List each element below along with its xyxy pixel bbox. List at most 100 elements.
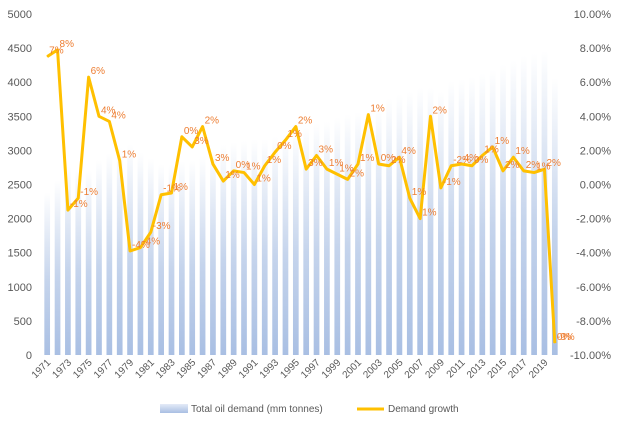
bar-2013 bbox=[479, 73, 486, 355]
demand-growth-point-2006 bbox=[409, 197, 411, 199]
x-tick-label-1979: 1979 bbox=[113, 357, 137, 381]
data-label: 0% bbox=[277, 141, 292, 152]
x-tick-label-1975: 1975 bbox=[71, 357, 95, 381]
y-right-tick-label: -6.00% bbox=[576, 282, 611, 294]
x-tick-label-1997: 1997 bbox=[299, 357, 323, 381]
data-label: 2% bbox=[350, 168, 365, 179]
bar-2010 bbox=[448, 80, 455, 355]
bar-1993 bbox=[272, 136, 278, 355]
y-right-tick-label: 2.00% bbox=[580, 145, 611, 157]
bar-1982 bbox=[158, 164, 164, 355]
x-tick-label-1983: 1983 bbox=[154, 357, 178, 381]
demand-growth-point-2000 bbox=[347, 178, 349, 180]
demand-growth-line bbox=[46, 48, 557, 344]
demand-growth-point-1979 bbox=[129, 250, 131, 252]
demand-growth-point-1971 bbox=[46, 56, 48, 58]
x-tick-label-1991: 1991 bbox=[237, 357, 261, 381]
y-left-tick-label: 2500 bbox=[8, 180, 32, 192]
demand-growth-point-2008 bbox=[430, 115, 431, 117]
demand-growth-point-2014 bbox=[492, 146, 494, 148]
y-left-tick-label: 3500 bbox=[8, 111, 32, 123]
demand-growth-point-1981 bbox=[150, 231, 152, 233]
bar-1983 bbox=[168, 164, 175, 355]
x-tick-label-2017: 2017 bbox=[506, 357, 530, 381]
x-tick-label-1973: 1973 bbox=[51, 357, 75, 381]
demand-growth-point-1973 bbox=[67, 209, 69, 211]
data-label: 7% bbox=[49, 46, 64, 57]
legend-label-demand-growth: Demand growth bbox=[388, 404, 459, 415]
demand-growth-point-1997 bbox=[316, 155, 318, 157]
data-label: -1% bbox=[70, 199, 88, 210]
bar-1997 bbox=[313, 123, 320, 356]
data-label: 0% bbox=[474, 155, 489, 166]
demand-growth-point-2005 bbox=[398, 156, 400, 158]
bar-1977 bbox=[106, 153, 113, 355]
bar-1980 bbox=[137, 152, 144, 355]
demand-growth-point-2019 bbox=[543, 168, 545, 170]
demand-growth-point-1978 bbox=[119, 160, 121, 162]
data-label: 1% bbox=[515, 146, 530, 157]
bar-1971 bbox=[44, 192, 51, 355]
x-tick-label-2003: 2003 bbox=[361, 357, 385, 381]
bar-1991 bbox=[251, 139, 258, 355]
bar-2020 bbox=[551, 78, 558, 356]
data-label: 1% bbox=[360, 153, 375, 164]
demand-growth-point-1999 bbox=[336, 173, 338, 175]
data-label: 1% bbox=[287, 129, 302, 140]
data-label: 0% bbox=[184, 126, 199, 137]
data-label: 0% bbox=[557, 332, 572, 343]
demand-growth-point-1976 bbox=[98, 115, 100, 117]
demand-growth-point-2007 bbox=[419, 218, 421, 220]
x-tick-label-1999: 1999 bbox=[320, 357, 344, 381]
bar-2003 bbox=[375, 108, 382, 355]
data-label: 0% bbox=[236, 160, 251, 171]
bar-1984 bbox=[179, 161, 185, 355]
data-label: 1% bbox=[174, 182, 189, 193]
x-tick-label-1995: 1995 bbox=[278, 357, 302, 381]
y-left-tick-label: 5000 bbox=[8, 9, 32, 21]
x-tick-label-2009: 2009 bbox=[423, 357, 447, 381]
legend-swatch-total-oil-demand bbox=[160, 404, 188, 413]
bar-1992 bbox=[261, 139, 268, 355]
x-tick-label-1989: 1989 bbox=[216, 357, 240, 381]
y-left-tick-label: 3000 bbox=[8, 145, 32, 157]
demand-growth-point-1985 bbox=[191, 146, 193, 148]
y-left-tick-label: 1500 bbox=[8, 248, 32, 260]
bar-1985 bbox=[189, 160, 196, 355]
demand-growth-point-2001 bbox=[357, 163, 359, 165]
x-tick-label-2013: 2013 bbox=[465, 357, 489, 381]
demand-growth-point-2004 bbox=[388, 165, 390, 167]
bar-1995 bbox=[292, 131, 299, 355]
y-left-tick-label: 1000 bbox=[8, 282, 32, 294]
data-label: 2% bbox=[505, 160, 520, 171]
x-tick-label-1993: 1993 bbox=[258, 357, 282, 381]
y-right-tick-label: -8.00% bbox=[576, 316, 611, 328]
demand-growth-point-2011 bbox=[461, 163, 463, 165]
demand-growth-point-2009 bbox=[440, 187, 442, 189]
bar-2002 bbox=[365, 110, 372, 355]
demand-growth-point-1994 bbox=[284, 139, 286, 141]
x-tick-label-2015: 2015 bbox=[486, 357, 510, 381]
bar-2008 bbox=[427, 87, 434, 355]
x-tick-label-1977: 1977 bbox=[92, 357, 116, 381]
y-right-tick-label: -4.00% bbox=[576, 248, 611, 260]
data-label: 4% bbox=[101, 105, 116, 116]
bar-2009 bbox=[438, 91, 444, 355]
y-right-tick-label: 10.00% bbox=[574, 9, 612, 21]
data-label: 4% bbox=[464, 153, 479, 164]
x-tick-label-2011: 2011 bbox=[445, 357, 468, 380]
bar-2018 bbox=[531, 53, 537, 356]
data-label: 4% bbox=[401, 146, 416, 157]
demand-growth-point-1977 bbox=[108, 120, 110, 122]
demand-growth-point-1989 bbox=[233, 170, 235, 172]
bar-2005 bbox=[396, 94, 403, 355]
demand-growth-point-2016 bbox=[512, 156, 514, 158]
demand-growth-point-1992 bbox=[264, 165, 266, 167]
bar-2017 bbox=[520, 55, 527, 355]
bar-1999 bbox=[334, 117, 341, 355]
data-label: 1% bbox=[484, 145, 499, 156]
demand-growth-point-1982 bbox=[160, 194, 162, 196]
data-label: 1% bbox=[256, 174, 271, 185]
bar-1974 bbox=[75, 169, 82, 355]
